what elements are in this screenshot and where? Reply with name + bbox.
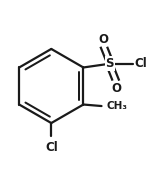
Text: O: O xyxy=(99,33,109,46)
Text: O: O xyxy=(111,82,121,95)
Text: CH₃: CH₃ xyxy=(107,101,128,111)
Text: Cl: Cl xyxy=(45,141,58,154)
Text: Cl: Cl xyxy=(135,57,148,70)
Text: S: S xyxy=(106,57,114,70)
